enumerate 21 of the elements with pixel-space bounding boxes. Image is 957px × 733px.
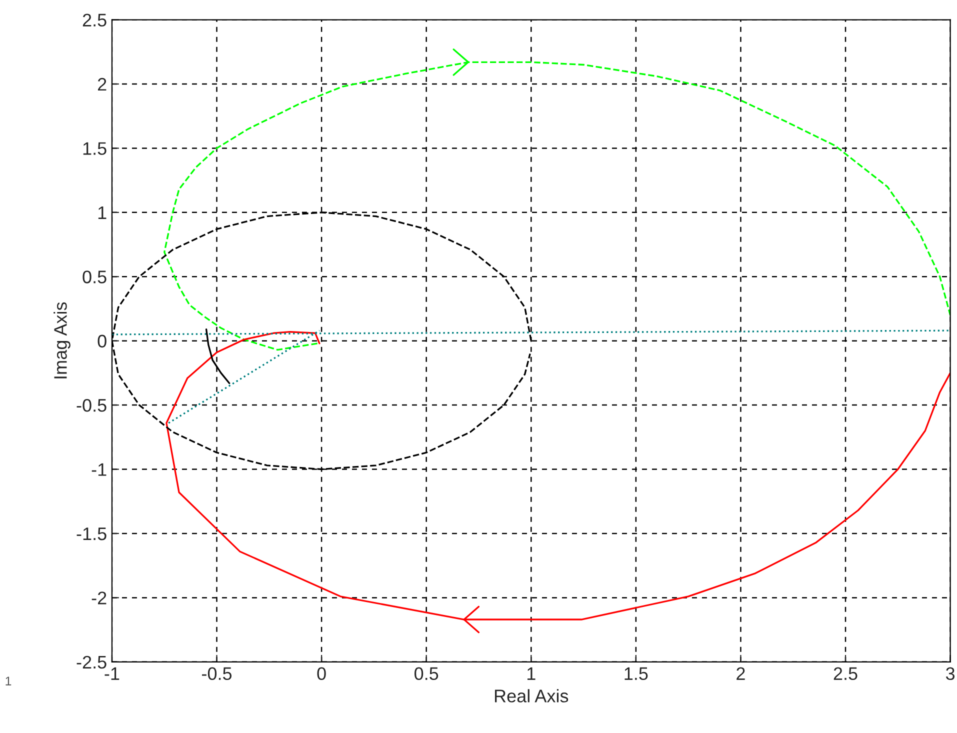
y-tick-label: 1.5	[83, 142, 106, 155]
x-tick-label: -0.5	[202, 667, 232, 680]
x-tick-label: 1	[527, 667, 536, 680]
y-tick-label: -0.5	[76, 398, 106, 412]
x-tick-label: 0	[317, 667, 326, 680]
x-tick-label: 3	[946, 667, 955, 680]
x-axis-title: Real Axis	[494, 689, 568, 702]
y-tick-label: -1.5	[76, 528, 106, 540]
y-axis-title: Imag Axis	[54, 302, 70, 378]
y-tick-label: 1	[98, 206, 106, 219]
y-tick-label: 2.5	[82, 14, 106, 27]
x-tick-label: 0.5	[414, 667, 438, 680]
y-tick-label: -1	[92, 463, 106, 476]
y-tick-label: 0	[98, 334, 106, 348]
y-tick-label: -2	[92, 592, 106, 604]
y-tick-label: -2.5	[76, 656, 106, 669]
y-tick-label: 0.5	[82, 270, 106, 284]
y-tick-label: 2	[98, 78, 106, 91]
x-tick-label: 1.5	[624, 667, 648, 680]
x-tick-label: 2.5	[834, 667, 858, 680]
x-tick-label: 2	[736, 667, 745, 680]
